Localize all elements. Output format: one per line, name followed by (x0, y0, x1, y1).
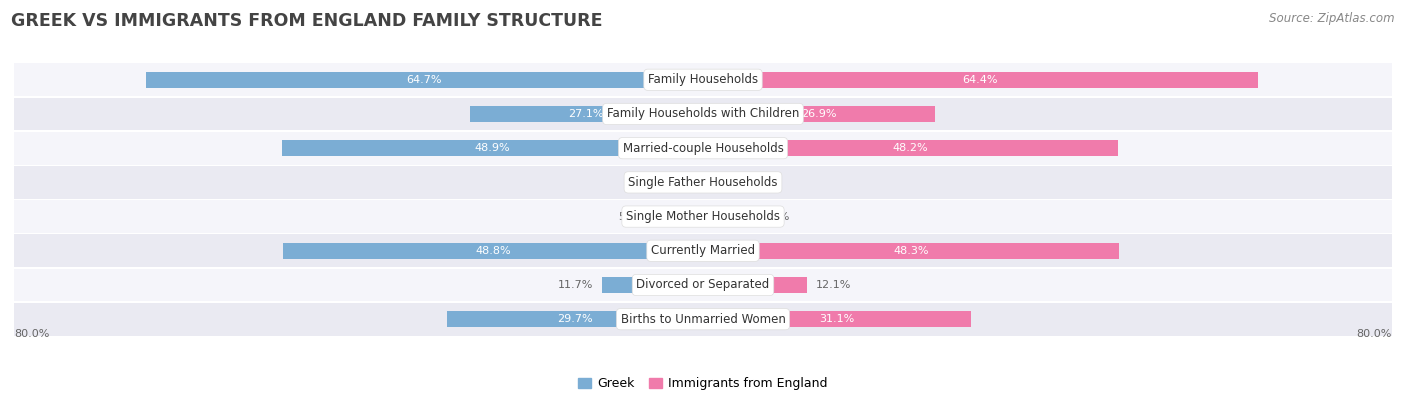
FancyBboxPatch shape (14, 132, 1392, 165)
Bar (685, 174, 703, 190)
Bar (703, 174, 721, 190)
Bar (703, 277, 807, 293)
Text: Family Households with Children: Family Households with Children (607, 107, 799, 120)
Text: 5.8%: 5.8% (762, 212, 790, 222)
Text: Source: ZipAtlas.com: Source: ZipAtlas.com (1270, 12, 1395, 25)
Text: GREEK VS IMMIGRANTS FROM ENGLAND FAMILY STRUCTURE: GREEK VS IMMIGRANTS FROM ENGLAND FAMILY … (11, 12, 603, 30)
Text: 64.7%: 64.7% (406, 75, 441, 85)
Text: 5.6%: 5.6% (617, 212, 647, 222)
Text: 29.7%: 29.7% (557, 314, 593, 324)
Bar (281, 140, 703, 156)
Text: 48.8%: 48.8% (475, 246, 510, 256)
Text: 12.1%: 12.1% (815, 280, 851, 290)
Text: 2.1%: 2.1% (648, 177, 676, 187)
Bar (703, 140, 1118, 156)
FancyBboxPatch shape (14, 166, 1392, 199)
Bar (703, 209, 754, 225)
Text: 26.9%: 26.9% (801, 109, 837, 119)
Bar (703, 106, 935, 122)
Text: Currently Married: Currently Married (651, 244, 755, 257)
Text: 80.0%: 80.0% (14, 329, 49, 339)
Text: 48.3%: 48.3% (893, 246, 929, 256)
Text: 11.7%: 11.7% (558, 280, 593, 290)
Bar (283, 243, 703, 259)
Text: 48.9%: 48.9% (475, 143, 510, 153)
FancyBboxPatch shape (14, 98, 1392, 130)
Legend: Greek, Immigrants from England: Greek, Immigrants from England (574, 372, 832, 395)
Text: Single Father Households: Single Father Households (628, 176, 778, 189)
Bar (703, 243, 1119, 259)
Text: 27.1%: 27.1% (568, 109, 605, 119)
FancyBboxPatch shape (14, 269, 1392, 301)
Text: Family Households: Family Households (648, 73, 758, 86)
Text: Married-couple Households: Married-couple Households (623, 142, 783, 155)
Text: 48.2%: 48.2% (893, 143, 928, 153)
Text: 64.4%: 64.4% (963, 75, 998, 85)
FancyBboxPatch shape (14, 303, 1392, 336)
Text: Divorced or Separated: Divorced or Separated (637, 278, 769, 292)
Text: 80.0%: 80.0% (1357, 329, 1392, 339)
FancyBboxPatch shape (14, 63, 1392, 96)
Bar (655, 209, 703, 225)
Bar (146, 71, 703, 88)
FancyBboxPatch shape (14, 200, 1392, 233)
Text: Single Mother Households: Single Mother Households (626, 210, 780, 223)
Bar (447, 311, 703, 327)
FancyBboxPatch shape (14, 234, 1392, 267)
Bar (602, 277, 703, 293)
Bar (470, 106, 703, 122)
Bar (703, 311, 970, 327)
Text: 31.1%: 31.1% (820, 314, 855, 324)
Text: Births to Unmarried Women: Births to Unmarried Women (620, 313, 786, 326)
Text: 2.2%: 2.2% (731, 177, 759, 187)
Bar (703, 71, 1257, 88)
